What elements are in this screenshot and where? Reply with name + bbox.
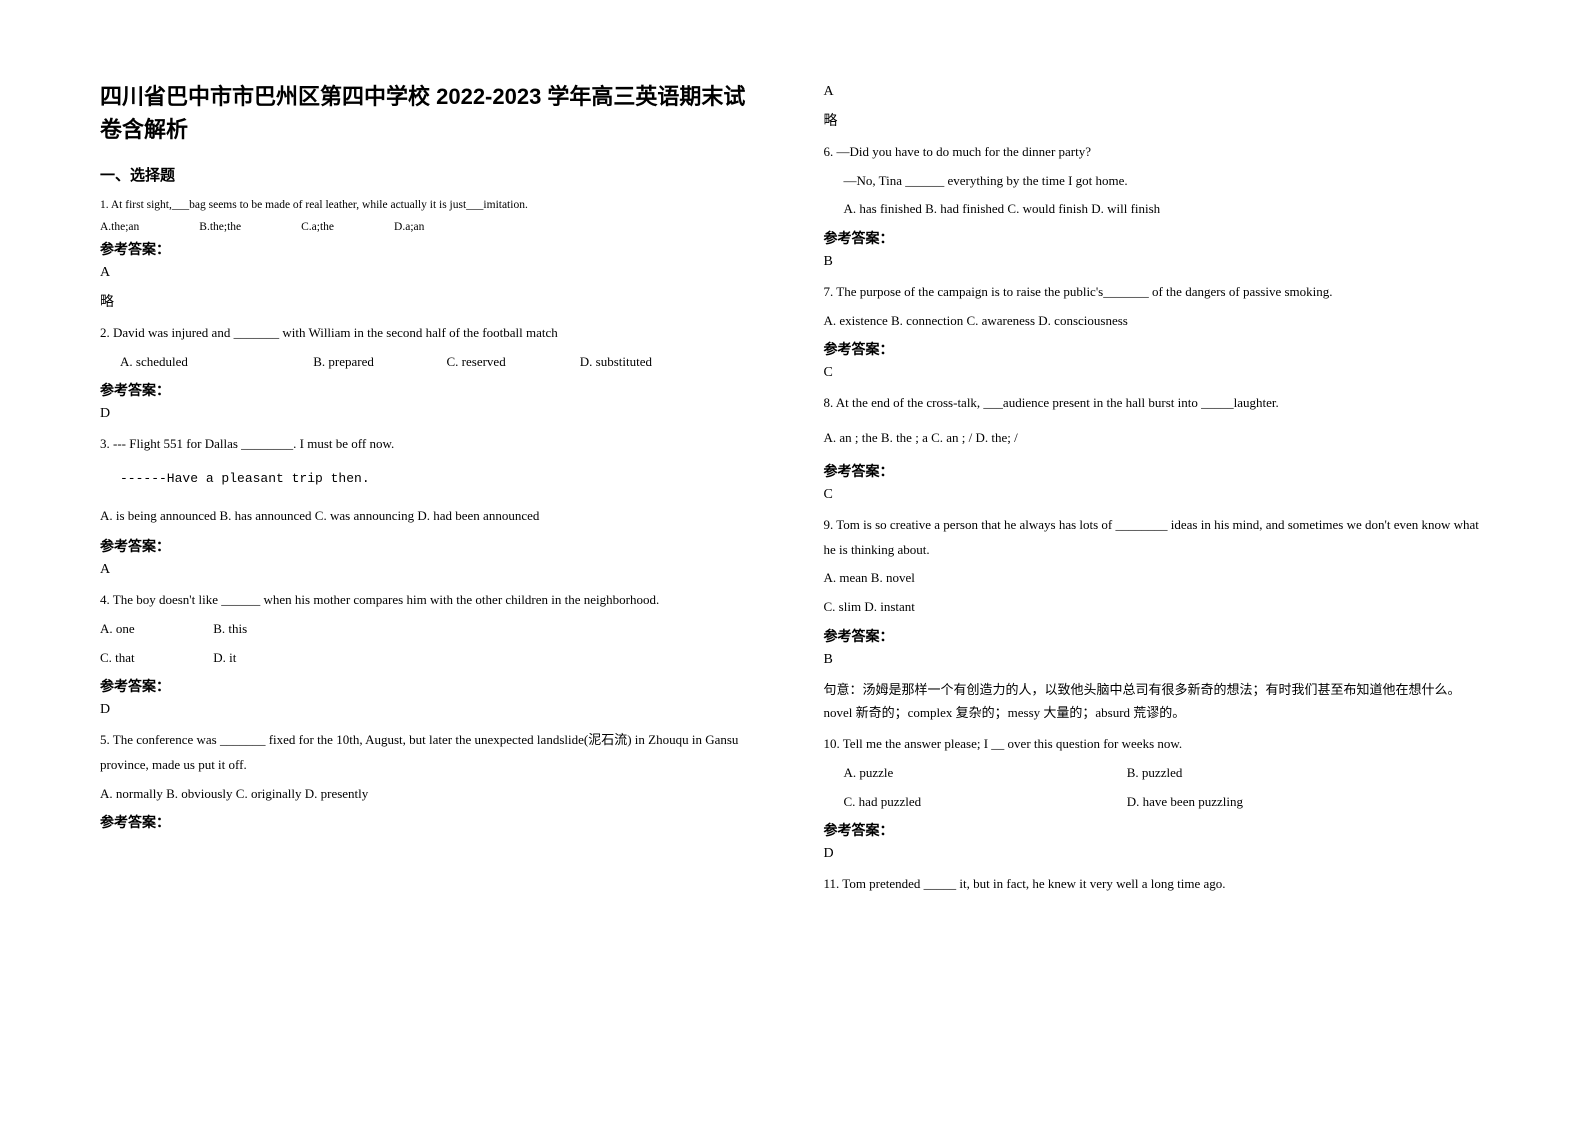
q10-opt-a: A. puzzle xyxy=(844,761,1124,786)
q4-opt-d: D. it xyxy=(213,650,236,665)
q7-options: A. existence B. connection C. awareness … xyxy=(824,309,1488,334)
q5-options: A. normally B. obviously C. originally D… xyxy=(100,782,764,807)
q10-opt-c: C. had puzzled xyxy=(844,790,1124,815)
q10-opt-d: D. have been puzzling xyxy=(1127,794,1243,809)
q8-answer: C xyxy=(824,487,1488,503)
q11-stem: 11. Tom pretended _____ it, but in fact,… xyxy=(824,872,1488,897)
q5-answer-label: 参考答案： xyxy=(100,812,764,832)
q10-opt-b: B. puzzled xyxy=(1127,765,1183,780)
q9-options-row2: C. slim D. instant xyxy=(824,595,1488,620)
q4-options-row2: C. that D. it xyxy=(100,646,764,671)
q6-line2: —No, Tina ______ everything by the time … xyxy=(824,169,1488,194)
q1-opt-d: D.a;an xyxy=(394,221,424,233)
q3-answer-label: 参考答案： xyxy=(100,536,764,556)
q4-opt-a: A. one xyxy=(100,617,210,642)
q3-stem: 3. --- Flight 551 for Dallas ________. I… xyxy=(100,432,764,457)
q2-opt-b: B. prepared xyxy=(313,350,443,375)
q7-stem: 7. The purpose of the campaign is to rai… xyxy=(824,280,1488,305)
q3-line2: ------Have a pleasant trip then. xyxy=(100,467,764,492)
q9-answer: B xyxy=(824,652,1488,668)
q1-options: A.the;an B.the;the C.a;the D.a;an xyxy=(100,221,764,233)
q10-answer: D xyxy=(824,846,1488,862)
q8-answer-label: 参考答案： xyxy=(824,461,1488,481)
q7-answer-label: 参考答案： xyxy=(824,339,1488,359)
q2-stem: 2. David was injured and _______ with Wi… xyxy=(100,321,764,346)
q9-options-row1: A. mean B. novel xyxy=(824,566,1488,591)
exam-title: 四川省巴中市市巴州区第四中学校 2022-2023 学年高三英语期末试卷含解析 xyxy=(100,80,764,146)
q4-opt-c: C. that xyxy=(100,646,210,671)
left-column: 四川省巴中市市巴州区第四中学校 2022-2023 学年高三英语期末试卷含解析 … xyxy=(100,80,764,901)
q5-stem: 5. The conference was _______ fixed for … xyxy=(100,728,764,777)
q2-opt-a: A. scheduled xyxy=(120,350,310,375)
q6-stem: 6. —Did you have to do much for the dinn… xyxy=(824,140,1488,165)
q1-stem: 1. At first sight,___bag seems to be mad… xyxy=(100,195,764,217)
q10-options-row1: A. puzzle B. puzzled xyxy=(824,761,1488,786)
right-column: A 略 6. —Did you have to do much for the … xyxy=(824,80,1488,901)
q3-options: A. is being announced B. has announced C… xyxy=(100,502,764,531)
q4-options-row1: A. one B. this xyxy=(100,617,764,642)
q3-answer: A xyxy=(100,562,764,578)
q1-answer-label: 参考答案： xyxy=(100,239,764,259)
q1-opt-a: A.the;an xyxy=(100,221,139,233)
q4-stem: 4. The boy doesn't like ______ when his … xyxy=(100,588,764,613)
q2-answer: D xyxy=(100,406,764,422)
q4-answer: D xyxy=(100,702,764,718)
q4-opt-b: B. this xyxy=(213,621,247,636)
q1-opt-b: B.the;the xyxy=(199,221,241,233)
q6-options: A. has finished B. had finished C. would… xyxy=(824,197,1488,222)
q2-opt-d: D. substituted xyxy=(580,354,652,369)
q7-answer: C xyxy=(824,365,1488,381)
q1-answer: A xyxy=(100,265,764,281)
q10-options-row2: C. had puzzled D. have been puzzling xyxy=(824,790,1488,815)
q2-opt-c: C. reserved xyxy=(447,350,577,375)
q8-stem: 8. At the end of the cross-talk, ___audi… xyxy=(824,391,1488,416)
q2-options: A. scheduled B. prepared C. reserved D. … xyxy=(100,350,764,375)
q10-answer-label: 参考答案： xyxy=(824,820,1488,840)
q4-answer-label: 参考答案： xyxy=(100,676,764,696)
q2-answer-label: 参考答案： xyxy=(100,380,764,400)
q5-answer: A xyxy=(824,84,1488,100)
q1-opt-c: C.a;the xyxy=(301,221,334,233)
q1-omit: 略 xyxy=(100,291,764,311)
q10-stem: 10. Tell me the answer please; I __ over… xyxy=(824,732,1488,757)
section-one-heading: 一、选择题 xyxy=(100,164,764,185)
q5-omit: 略 xyxy=(824,110,1488,130)
q8-options: A. an ; the B. the ; a C. an ; / D. the;… xyxy=(824,426,1488,451)
q9-stem: 9. Tom is so creative a person that he a… xyxy=(824,513,1488,562)
q6-answer-label: 参考答案： xyxy=(824,228,1488,248)
q6-answer: B xyxy=(824,254,1488,270)
q9-explain: 句意：汤姆是那样一个有创造力的人，以致他头脑中总司有很多新奇的想法；有时我们甚至… xyxy=(824,678,1488,725)
q9-answer-label: 参考答案： xyxy=(824,626,1488,646)
exam-page: 四川省巴中市市巴州区第四中学校 2022-2023 学年高三英语期末试卷含解析 … xyxy=(100,80,1487,901)
